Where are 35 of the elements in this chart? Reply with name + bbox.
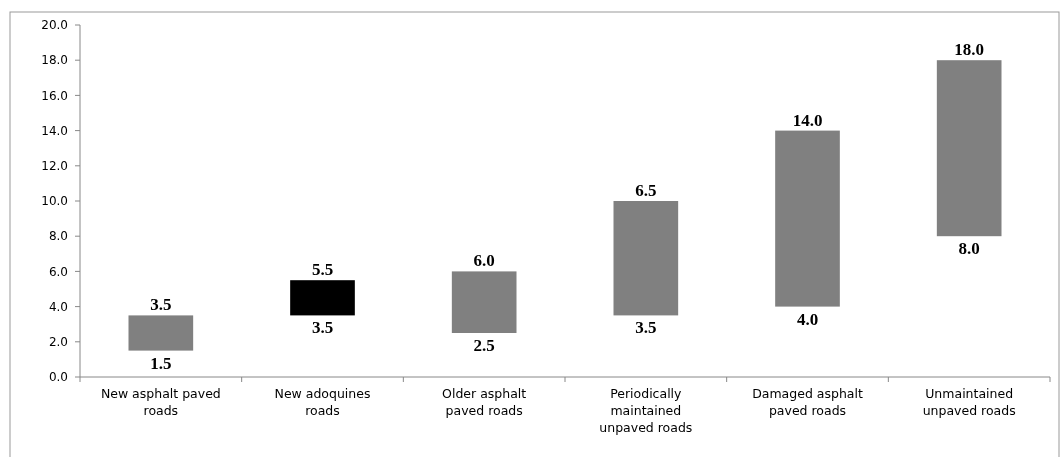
y-tick-label: 4.0: [48, 299, 68, 314]
bar: [613, 201, 679, 316]
data-label: 6.0: [473, 251, 495, 271]
data-label: 6.5: [635, 181, 657, 200]
annotation: 3.5: [311, 318, 334, 338]
annotation: 1.5: [150, 353, 172, 373]
x-tick-label: Damaged asphalt paved roads: [752, 386, 863, 418]
data-label: 5.5: [311, 260, 334, 280]
bar: [290, 280, 355, 316]
data-label: 3.5: [150, 295, 172, 315]
y-tick-label: 10.0: [41, 194, 68, 209]
y-tick-label: 8.0: [48, 229, 68, 244]
annotation: 3.5: [635, 318, 657, 338]
data-label: 18.0: [954, 40, 985, 60]
y-tick-label: 16.0: [41, 88, 68, 103]
y-tick-label: 6.0: [48, 264, 68, 279]
bar: [936, 60, 1002, 237]
x-tick-label: New adoquines roads: [274, 386, 371, 418]
bar: [451, 271, 517, 333]
x-tick-label: New asphalt paved roads: [100, 386, 221, 418]
bar: [128, 315, 194, 351]
y-tick-label: 2.0: [48, 335, 68, 349]
annotation: 2.5: [473, 336, 495, 355]
x-tick-label: Older asphalt paved roads: [442, 386, 527, 418]
data-label: 14.0: [792, 110, 823, 130]
bar: [775, 130, 840, 307]
y-tick-label: 20.0: [41, 18, 68, 33]
x-tick-label: Unmaintained unpaved roads: [922, 386, 1016, 418]
y-tick-label: 12.0: [41, 159, 68, 173]
annotation: 4.0: [796, 309, 819, 329]
annotation: 8.0: [958, 239, 980, 259]
x-tick-label: Periodically maintained unpaved roads: [599, 386, 693, 435]
y-tick-label: 18.0: [41, 53, 68, 68]
y-tick-label: 0.0: [48, 370, 68, 385]
y-tick-label: 14.0: [41, 123, 68, 138]
